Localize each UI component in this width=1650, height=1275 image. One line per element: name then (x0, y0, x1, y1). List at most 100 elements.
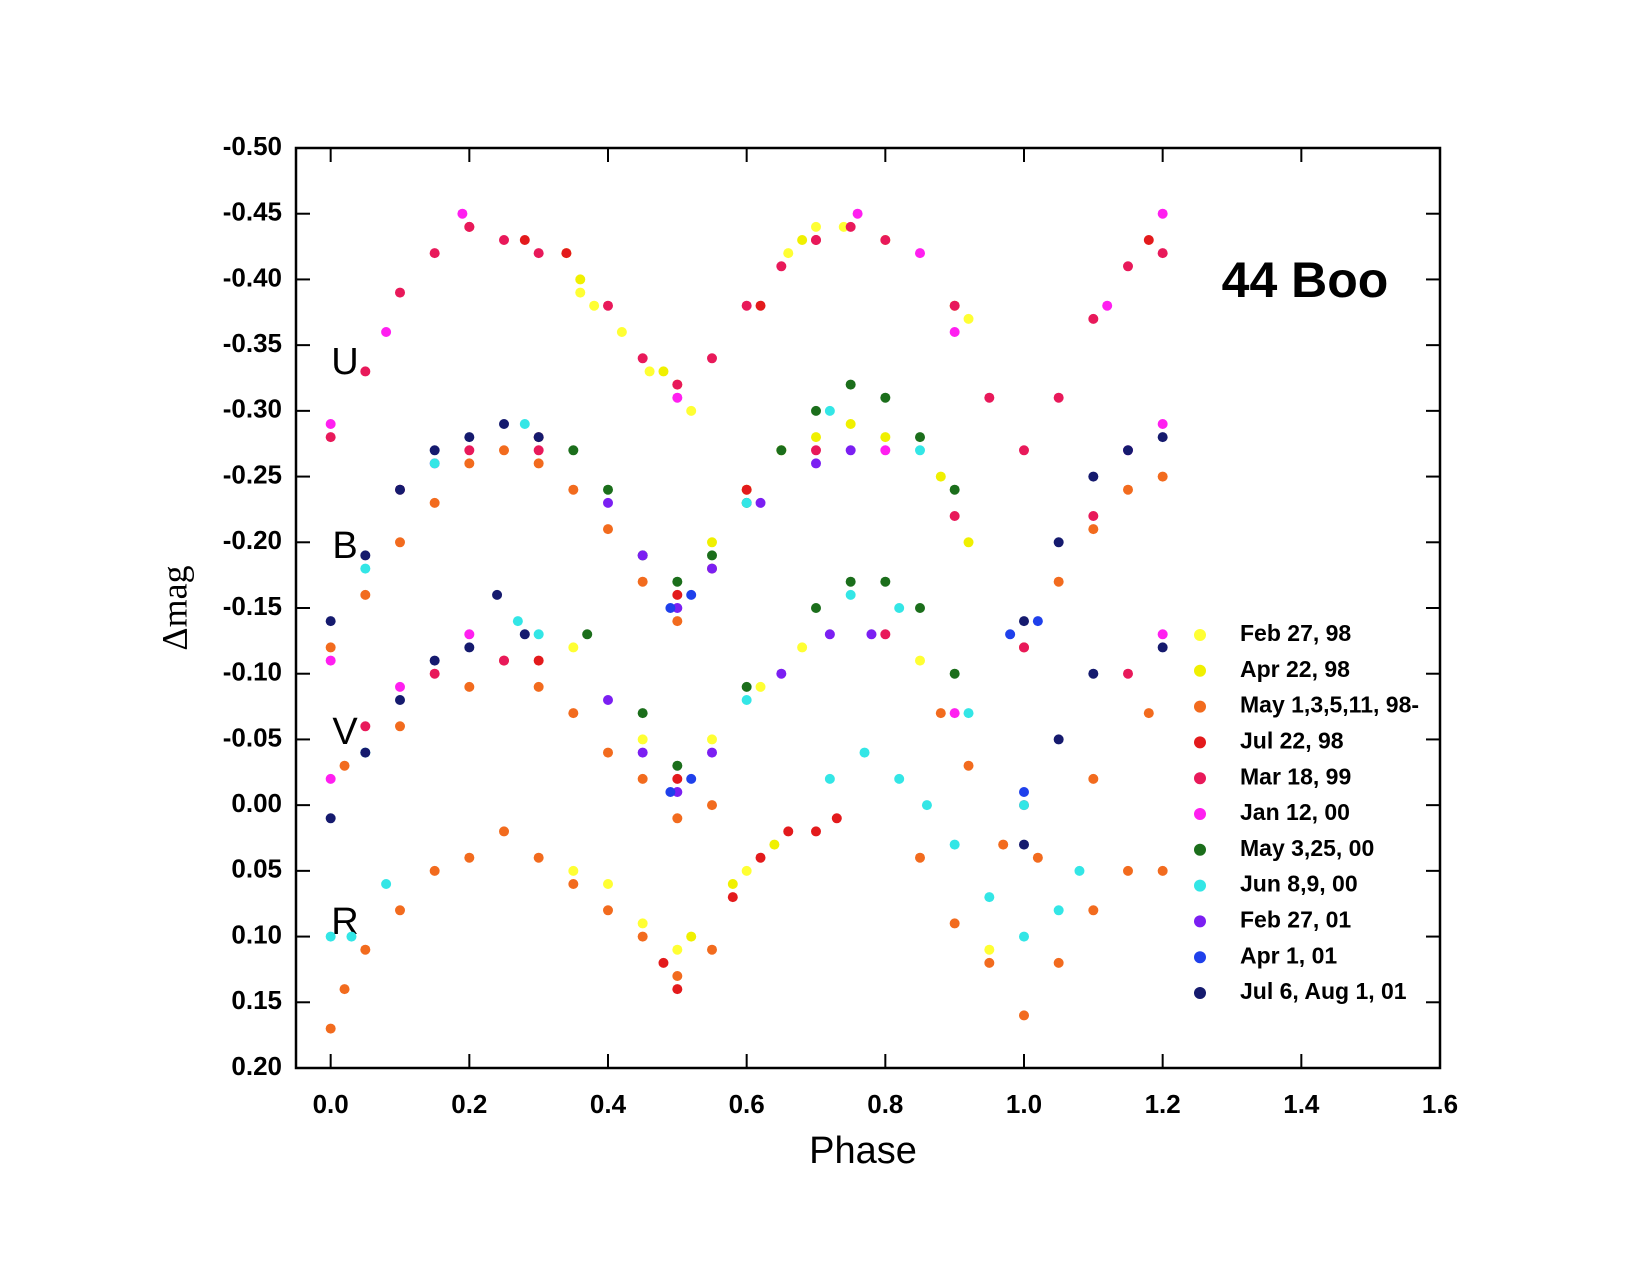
legend-label: Apr 22, 98 (1240, 656, 1350, 682)
y-tick-label: -0.25 (223, 459, 282, 489)
legend-label: Jul 6, Aug 1, 01 (1240, 978, 1407, 1004)
series (568, 379, 960, 771)
point (533, 629, 544, 640)
point (360, 747, 371, 758)
point (360, 366, 371, 377)
y-tick-label: 0.15 (231, 985, 282, 1015)
point (464, 445, 475, 456)
point (1053, 537, 1064, 548)
point (672, 616, 683, 627)
point (1074, 865, 1085, 876)
point (672, 773, 683, 784)
point (797, 235, 808, 245)
point (949, 511, 960, 521)
point (727, 892, 738, 903)
point (589, 300, 600, 311)
band-label: U (331, 341, 358, 383)
point (686, 405, 697, 416)
point (533, 852, 544, 863)
series (325, 445, 1168, 1034)
point (811, 405, 821, 416)
point (824, 405, 835, 416)
point (665, 787, 676, 797)
point (325, 655, 336, 666)
point (395, 484, 405, 495)
point (637, 576, 648, 587)
point (707, 550, 717, 561)
point (845, 576, 856, 587)
point (1143, 235, 1154, 245)
point (325, 773, 336, 784)
point (672, 603, 683, 613)
point (1019, 931, 1029, 942)
point (499, 445, 509, 456)
point (1088, 773, 1099, 784)
point (464, 852, 475, 863)
series (603, 445, 877, 797)
y-axis-label: Δmag (154, 565, 194, 650)
point (686, 773, 697, 784)
point (686, 931, 697, 942)
point (755, 852, 766, 863)
point (963, 708, 974, 719)
point (1019, 445, 1029, 456)
point (533, 248, 544, 259)
point (741, 300, 752, 311)
point (616, 327, 627, 337)
point (360, 944, 371, 955)
point (672, 787, 683, 797)
y-tick-label: -0.30 (223, 394, 282, 424)
point (395, 537, 405, 548)
legend-marker (1194, 808, 1206, 820)
point (845, 221, 856, 232)
point (811, 221, 821, 232)
point (395, 695, 405, 705)
point (1019, 642, 1029, 653)
point (707, 944, 717, 955)
series (325, 221, 1168, 811)
point (672, 392, 683, 403)
point (568, 642, 579, 653)
point (741, 484, 752, 495)
point (949, 327, 960, 337)
point (935, 708, 946, 719)
point (880, 576, 891, 587)
point (1157, 419, 1168, 429)
point (707, 734, 717, 745)
point (949, 839, 960, 850)
point (464, 221, 475, 232)
point (741, 865, 752, 876)
point (492, 589, 503, 600)
x-tick-label: 0.6 (729, 1089, 765, 1119)
point (325, 931, 336, 942)
y-tick-label: -0.20 (223, 525, 282, 555)
point (880, 432, 891, 443)
point (637, 773, 648, 784)
point (824, 629, 835, 640)
point (499, 655, 509, 666)
point (533, 681, 544, 692)
x-tick-label: 1.2 (1145, 1089, 1181, 1119)
point (512, 616, 523, 627)
y-tick-label: -0.35 (223, 328, 282, 358)
point (672, 576, 683, 587)
point (811, 826, 821, 837)
chart-title: 44 Boo (1222, 252, 1389, 308)
point (707, 353, 717, 364)
point (915, 445, 925, 456)
series (325, 405, 1085, 942)
point (499, 826, 509, 837)
point (769, 839, 780, 850)
point (741, 497, 752, 508)
point (637, 353, 648, 364)
point (603, 524, 613, 535)
point (707, 563, 717, 574)
point (575, 287, 586, 298)
point (381, 327, 392, 337)
point (811, 445, 821, 456)
point (1032, 852, 1043, 863)
point (741, 695, 752, 705)
point (499, 235, 509, 245)
point (1123, 668, 1133, 679)
point (880, 392, 891, 403)
